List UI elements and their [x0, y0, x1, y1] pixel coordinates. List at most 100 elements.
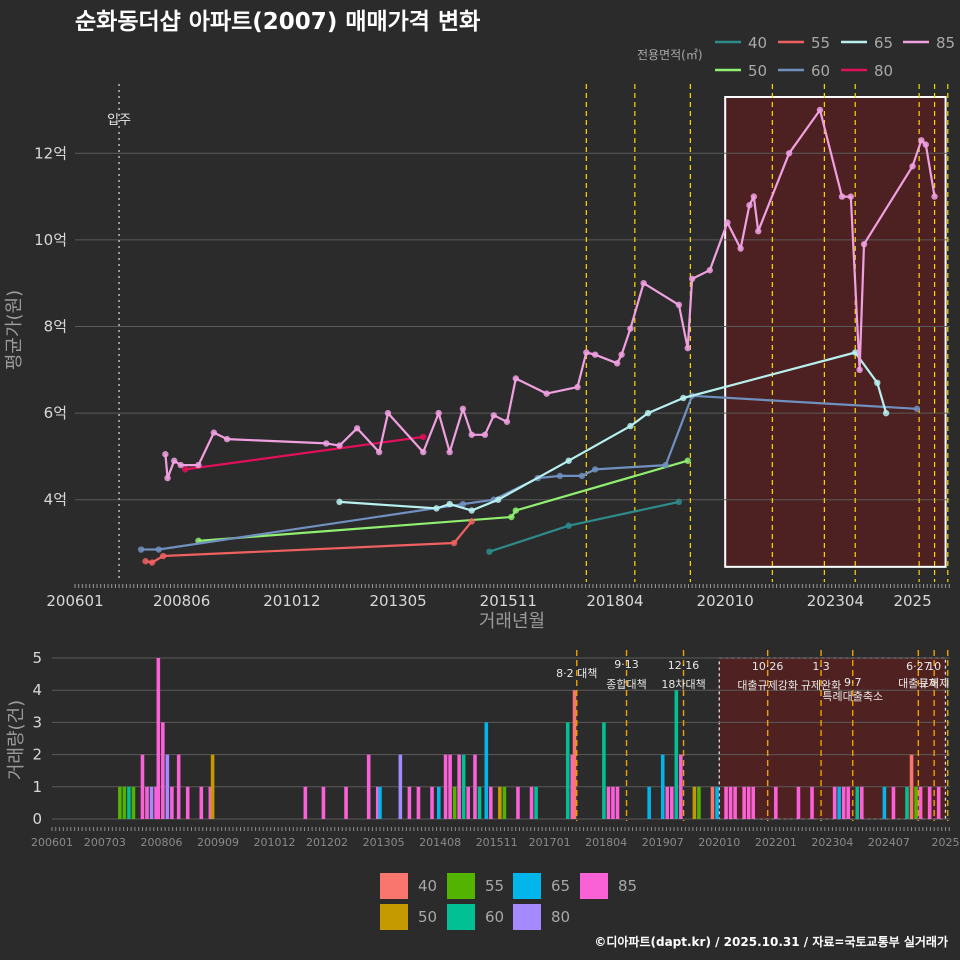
data-point [336, 442, 343, 449]
volume-bar [846, 786, 851, 819]
data-point [182, 466, 189, 473]
volume-bars [118, 658, 941, 819]
data-point [159, 552, 167, 560]
volume-bar [484, 722, 489, 819]
data-point [177, 461, 184, 469]
data-point [627, 422, 634, 430]
volume-bar [430, 786, 434, 819]
legend-label: 65 [874, 34, 893, 52]
data-point [164, 474, 171, 482]
price-y-ticks: 4억 6억 8억 10억 12억 [34, 144, 67, 508]
data-point [450, 539, 458, 547]
volume-bar [710, 786, 715, 819]
data-point [503, 418, 511, 425]
volume-bar [746, 786, 751, 819]
volume-bar [715, 786, 719, 819]
volume-bar [882, 786, 887, 819]
data-point [578, 472, 586, 480]
annotation-line1: 1·3 [812, 660, 830, 673]
volume-y-tick-label: 1 [32, 778, 42, 796]
volume-bar [832, 786, 837, 819]
volume-bar [606, 786, 611, 819]
data-point [148, 559, 156, 566]
data-point [882, 409, 890, 417]
data-point [508, 513, 515, 521]
data-point [640, 280, 647, 287]
x-tick-label: 201511 [480, 592, 537, 610]
chart-caption: ©디아파트(dapt.kr) / 2025.10.31 / 자료=국토교통부 실… [594, 934, 948, 949]
legend-swatch [580, 873, 608, 899]
legend-label: 60 [485, 908, 504, 926]
data-point [931, 193, 938, 200]
legend-label: 50 [748, 62, 767, 80]
data-point [591, 351, 599, 358]
data-point [922, 141, 929, 148]
data-point [816, 106, 824, 114]
volume-bar [145, 786, 149, 819]
annotation-line1: 10·26 [752, 660, 784, 673]
volume-bar [378, 786, 382, 819]
legend-label: 40 [748, 34, 767, 52]
data-point [336, 498, 343, 506]
price-y-axis-label: 평균가(원) [4, 290, 25, 370]
volume-bar [502, 786, 507, 819]
volume-bar [660, 754, 665, 819]
volume-bar [724, 786, 728, 819]
volume-x-tick-label: 202304 [811, 836, 853, 849]
legend-swatch [513, 904, 541, 930]
volume-policy-lines [576, 650, 949, 821]
highlight-region [724, 95, 947, 568]
y-tick-label: 6억 [44, 404, 67, 422]
volume-bar [461, 754, 466, 819]
data-point [446, 448, 453, 456]
data-point [384, 409, 392, 417]
data-point [494, 496, 502, 503]
volume-x-tick-label: 2025 [931, 836, 959, 849]
volume-bar [457, 754, 461, 819]
volume-x-tick-label: 201907 [642, 836, 684, 849]
volume-x-tick-label: 200703 [84, 836, 126, 849]
volume-bar [127, 786, 131, 819]
annotation-line2: 대출규제강화 [737, 679, 798, 692]
x-tick-label: 201804 [586, 592, 643, 610]
data-point [353, 425, 361, 432]
data-point [512, 375, 520, 382]
data-point [847, 193, 855, 200]
x-tick-label: 2025 [893, 592, 931, 610]
data-point [468, 507, 475, 514]
data-point [459, 405, 467, 412]
volume-bar [118, 786, 122, 819]
volume-bar [366, 754, 371, 819]
volume-bar [674, 690, 679, 819]
series-line-80 [185, 435, 424, 471]
price-x-axis-label: 거래년월 [479, 611, 545, 632]
volume-legend: 40 50 55 60 65 80 85 [380, 873, 637, 930]
annotation-line2: 특례대출축소 [822, 690, 883, 703]
x-tick-label: 200806 [153, 592, 210, 610]
volume-bar [697, 786, 701, 819]
price-series [137, 106, 938, 566]
data-point [644, 409, 652, 417]
legend-swatch [513, 873, 541, 899]
annotation-line1: 12·16 [668, 659, 700, 672]
data-point [724, 219, 731, 226]
data-point [618, 351, 625, 358]
data-point [543, 390, 550, 397]
data-point [446, 500, 453, 508]
volume-x-tick-label: 202010 [698, 836, 740, 849]
volume-bar [733, 786, 737, 819]
volume-bar [615, 786, 620, 819]
volume-bar [448, 754, 452, 819]
y-tick-label: 4억 [44, 491, 67, 509]
data-point [856, 366, 863, 374]
data-point [874, 379, 881, 386]
volume-bar [165, 754, 170, 819]
volume-bar [774, 786, 778, 819]
volume-bar [927, 786, 932, 819]
price-x-ticks: 200601 200806 201012 201305 201511 201804 2020… [46, 584, 950, 610]
data-point [481, 431, 489, 438]
volume-bar [443, 754, 448, 819]
volume-bar [398, 754, 403, 819]
data-point [468, 518, 475, 525]
